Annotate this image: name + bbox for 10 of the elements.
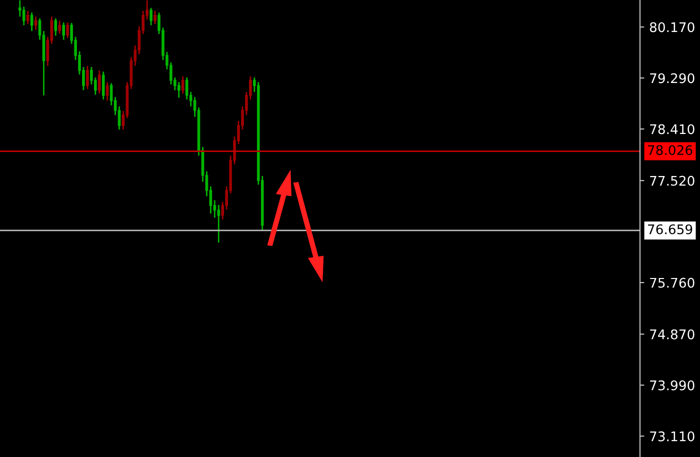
text: 74.870: [650, 329, 694, 340]
ref-line-label: 76.659: [648, 224, 692, 234]
text: 75.760: [650, 278, 694, 288]
ref-line-label: 78.026: [648, 145, 692, 156]
text: 80.170: [650, 22, 694, 32]
text: 77.520: [650, 176, 694, 186]
text: 78.410: [650, 124, 694, 134]
text: 73.990: [650, 380, 694, 390]
text: 73.110: [650, 431, 694, 442]
text: 79.290: [650, 73, 694, 84]
